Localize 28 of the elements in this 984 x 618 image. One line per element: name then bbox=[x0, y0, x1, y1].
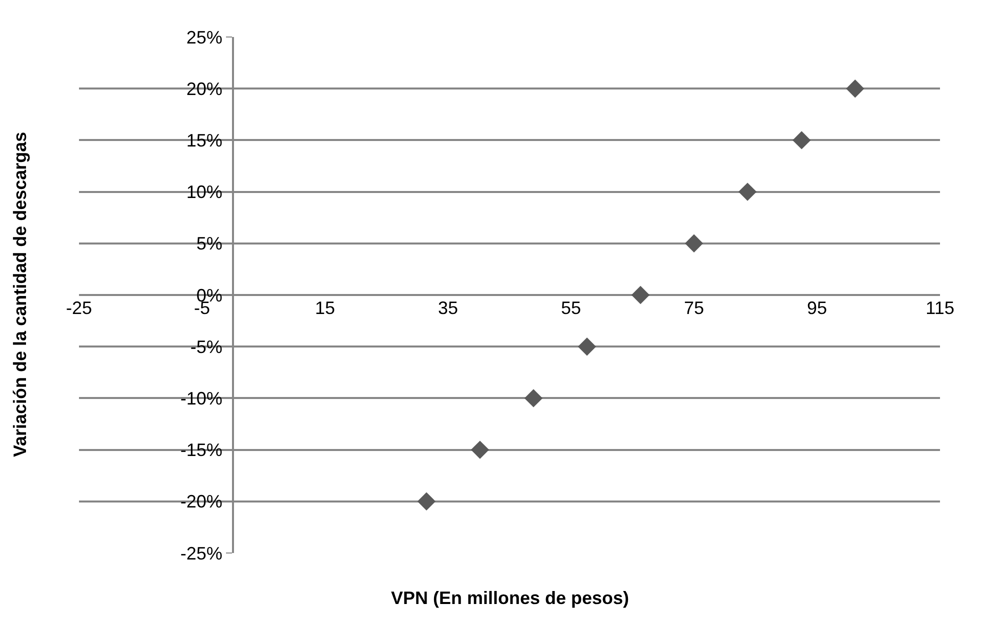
y-tick-label: 15% bbox=[186, 130, 222, 150]
point bbox=[524, 389, 543, 408]
x-tick-label: 55 bbox=[560, 298, 582, 318]
point bbox=[578, 338, 596, 356]
x-tick-label: 115 bbox=[926, 298, 954, 318]
y-tick-label: -20% bbox=[180, 492, 222, 512]
x-tick-label: 35 bbox=[438, 298, 458, 318]
x-tick-label: 95 bbox=[806, 298, 828, 318]
y-tick-label: -5% bbox=[190, 336, 222, 357]
point bbox=[470, 440, 490, 459]
y-tick-label: -10% bbox=[180, 388, 222, 408]
y-tick-label: -15% bbox=[180, 440, 222, 460]
y-tick-label: 10% bbox=[186, 182, 222, 202]
point bbox=[417, 492, 436, 510]
y-tick-label: 25% bbox=[186, 27, 222, 48]
x-tick-label: -25 bbox=[66, 298, 92, 318]
x-axis-title: VPN (En millones de pesos) bbox=[391, 588, 630, 608]
y-tick-label: -25% bbox=[180, 543, 222, 564]
point bbox=[738, 182, 757, 201]
y-tick-label: 5% bbox=[196, 234, 222, 254]
y-tick-label: 20% bbox=[186, 78, 222, 99]
x-tick-label: 15 bbox=[314, 298, 336, 318]
point bbox=[792, 131, 811, 150]
x-tick-label: 75 bbox=[684, 298, 704, 318]
point bbox=[684, 234, 704, 252]
point bbox=[846, 80, 864, 98]
y-axis-title: Variación de la cantidad de descargas bbox=[10, 132, 30, 457]
point bbox=[631, 286, 650, 304]
